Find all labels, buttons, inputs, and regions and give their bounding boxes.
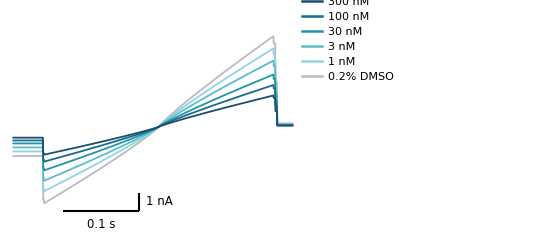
Text: 0.1 s: 0.1 s	[87, 218, 116, 231]
Text: 1 nA: 1 nA	[146, 195, 172, 208]
Legend: 300 nM, 100 nM, 30 nM, 3 nM, 1 nM, 0.2% DMSO: 300 nM, 100 nM, 30 nM, 3 nM, 1 nM, 0.2% …	[298, 0, 398, 86]
